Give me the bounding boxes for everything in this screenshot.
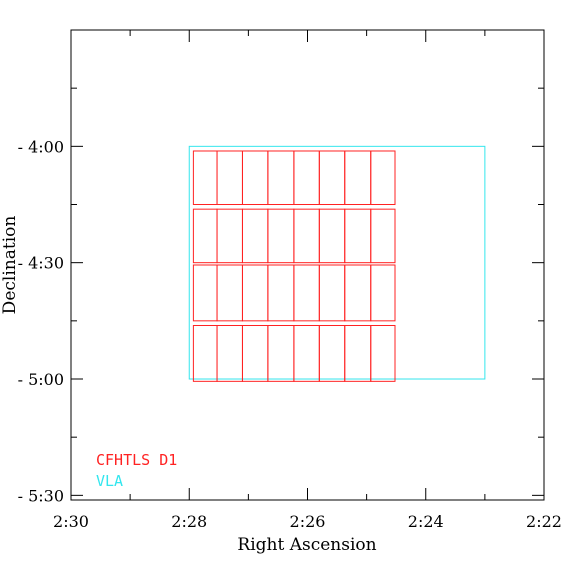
x-tick-labels: 2:30 2:28 2:26 2:24 2:22 [53,512,562,531]
y-tick-label: - 4:00 [18,137,64,156]
cfhtls-d1-chip [370,264,396,322]
cfhtls-d1-chip [318,324,346,382]
cfhtls-d1-chip [267,208,295,264]
x-axis-title: Right Ascension [237,535,376,555]
cfhtls-d1-chip [241,264,269,322]
cfhtls-d1-chip [192,324,218,382]
legend-vla: VLA [96,472,123,490]
cfhtls-d1-chip [192,208,218,264]
cfhtls-d1-chip [192,150,218,206]
vla-series [188,145,486,380]
axis-ticks [70,29,545,500]
cfhtls-d1-chip [344,208,372,264]
cfhtls-d1-chip [267,324,295,382]
cfhtls-d1-chip [370,324,396,382]
cfhtls-d1-chip [318,264,346,322]
y-tick-label: - 5:30 [18,486,64,505]
cfhtls-d1-chip [241,150,269,206]
y-tick-label: - 5:00 [18,370,64,389]
cfhtls-d1-chip [370,150,396,206]
cfhtls-d1-chip [318,208,346,264]
cfhtls-d1-chip [344,324,372,382]
x-tick-label: 2:22 [526,512,562,531]
x-tick-label: 2:24 [408,512,444,531]
y-axis-title: Declination [0,216,20,315]
cfhtls-d1-chip [344,264,372,322]
cfhtls-d1-chip [241,208,269,264]
x-tick-label: 2:28 [171,512,207,531]
x-tick-label: 2:26 [290,512,326,531]
x-tick-label: 2:30 [53,512,89,531]
legend-cfhtls-d1: CFHTLS D1 [96,451,177,469]
cfhtls-d1-chip [293,324,320,382]
cfhtls-d1-chip [216,324,243,382]
cfhtls-d1-chip [216,208,243,264]
cfhtls-d1-chip [216,150,243,206]
cfhtls-d1-chip [370,208,396,264]
cfhtls-d1-chip [344,150,372,206]
vla-field [188,145,486,380]
y-tick-label: - 4:30 [18,254,64,273]
cfhtls-d1-chip [267,264,295,322]
cfhtls-d1-chip [267,150,295,206]
cfhtls-d1-chip [293,150,320,206]
y-tick-labels: - 4:00 - 4:30 - 5:00 - 5:30 [18,137,64,505]
cfhtls-d1-chip [318,150,346,206]
cfhtls-d1-chip [293,264,320,322]
cfhtls-d1-chip [241,324,269,382]
cfhtls-d1-chip [293,208,320,264]
cfhtls-d1-chip [192,264,218,322]
cfhtls-d1-series [192,150,396,382]
cfhtls-d1-chip [216,264,243,322]
